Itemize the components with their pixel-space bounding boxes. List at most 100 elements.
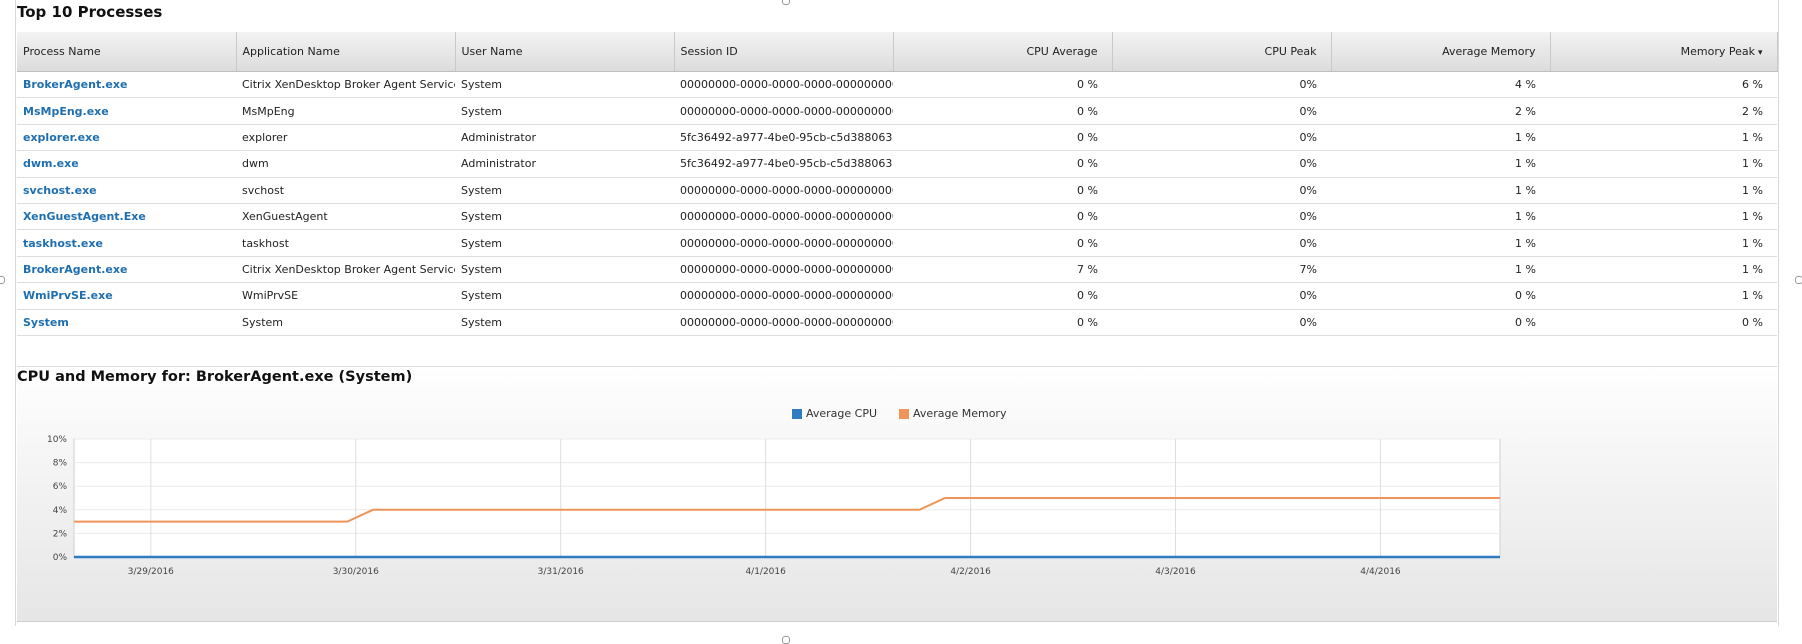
table-row[interactable]: BrokerAgent.exe Citrix XenDesktop Broker … [17,71,1777,99]
cell-session-id: 00000000-0000-0000-0000-000000000000 [674,97,893,125]
cell-application-name: System [236,309,455,336]
sort-descending-icon: ▾ [1757,48,1763,58]
table-row[interactable]: explorer.exe explorer Administrator 5fc3649… [17,124,1777,152]
cell-process-name[interactable]: svchost.exe [17,177,236,204]
column-header-application-name[interactable]: Application Name [236,32,456,72]
cell-cpu-average: 0 % [893,124,1112,152]
cell-application-name: MsMpEng [236,97,455,125]
cell-process-name[interactable]: dwm.exe [17,150,236,178]
cell-cpu-peak: 0% [1112,71,1331,99]
legend-label: Average Memory [913,407,1007,420]
cell-user-name: System [455,282,674,310]
cell-memory-peak: 1 % [1550,177,1777,204]
cell-memory-peak: 1 % [1550,256,1777,284]
x-tick-label: 4/1/2016 [745,567,786,577]
table-row[interactable]: XenGuestAgent.Exe XenGuestAgent System 0000… [17,203,1777,231]
y-tick-label: 6% [53,482,68,492]
y-tick-label: 2% [53,529,68,539]
cell-cpu-peak: 0% [1112,282,1331,310]
cell-memory-peak: 1 % [1550,282,1777,310]
resize-handle-bottom[interactable] [782,636,790,644]
chart-title: CPU and Memory for: BrokerAgent.exe (Sys… [17,369,413,385]
cell-memory-peak: 1 % [1550,124,1777,152]
cell-cpu-average: 0 % [893,229,1112,257]
cell-session-id: 5fc36492-a977-4be0-95cb-c5d388063b58 [674,124,893,152]
table-row[interactable]: taskhost.exe taskhost System 00000000-0000-… [17,229,1777,257]
x-tick-label: 3/30/2016 [333,567,379,577]
cell-user-name: Administrator [455,124,674,152]
x-tick-label: 3/31/2016 [538,567,584,577]
cell-process-name[interactable]: XenGuestAgent.Exe [17,203,236,231]
cell-average-memory: 2 % [1331,97,1550,125]
resize-handle-top[interactable] [782,0,790,5]
cell-cpu-average: 0 % [893,309,1112,336]
legend-item-average-memory[interactable]: Average Memory [899,407,1006,420]
cell-application-name: Citrix XenDesktop Broker Agent Service [236,71,455,99]
column-header-session-id[interactable]: Session ID [674,32,894,72]
cell-average-memory: 4 % [1331,71,1550,99]
x-tick-label: 3/29/2016 [128,567,174,577]
cell-memory-peak: 1 % [1550,229,1777,257]
column-header-process-name[interactable]: Process Name [17,32,237,72]
table-row[interactable]: System System System 00000000-0000-0000-000… [17,309,1777,336]
cell-memory-peak: 1 % [1550,203,1777,231]
cell-cpu-peak: 0% [1112,203,1331,231]
column-header-cpu-peak[interactable]: CPU Peak [1112,32,1332,72]
cell-cpu-average: 0 % [893,71,1112,99]
cell-session-id: 00000000-0000-0000-0000-000000000000 [674,309,893,336]
cell-process-name[interactable]: MsMpEng.exe [17,97,236,125]
table-row[interactable]: dwm.exe dwm Administrator 5fc36492-a977-4be… [17,150,1777,178]
cell-cpu-peak: 0% [1112,97,1331,125]
cell-user-name: System [455,229,674,257]
cell-application-name: dwm [236,150,455,178]
table-row[interactable]: MsMpEng.exe MsMpEng System 00000000-0000-00… [17,97,1777,125]
cell-cpu-average: 0 % [893,282,1112,310]
table-header-row: Process Name Application Name User Name … [17,32,1778,72]
legend-label: Average CPU [806,407,878,420]
cell-process-name[interactable]: WmiPrvSE.exe [17,282,236,310]
cell-user-name: Administrator [455,150,674,178]
cell-average-memory: 1 % [1331,203,1550,231]
column-header-memory-peak[interactable]: Memory Peak ▾ [1550,32,1778,72]
cell-average-memory: 1 % [1331,177,1550,204]
cell-process-name[interactable]: BrokerAgent.exe [17,256,236,284]
y-tick-label: 8% [53,459,68,469]
cell-user-name: System [455,256,674,284]
legend-item-average-cpu[interactable]: Average CPU [792,407,877,420]
cell-cpu-average: 0 % [893,150,1112,178]
column-header-cpu-average[interactable]: CPU Average [893,32,1113,72]
legend-swatch [792,408,802,419]
column-header-average-memory[interactable]: Average Memory [1331,32,1551,72]
cell-process-name[interactable]: System [17,309,236,336]
x-tick-label: 4/2/2016 [950,567,991,577]
resize-handle-left[interactable] [0,276,5,284]
processes-table: Process Name Application Name User Name … [17,32,1778,336]
cell-average-memory: 1 % [1331,150,1550,178]
table-row[interactable]: WmiPrvSE.exe WmiPrvSE System 00000000-0000-… [17,282,1777,310]
cell-memory-peak: 2 % [1550,97,1777,125]
cell-application-name: svchost [236,177,455,204]
resize-handle-right[interactable] [1795,276,1802,284]
cell-cpu-average: 7 % [893,256,1112,284]
cell-cpu-peak: 0% [1112,177,1331,204]
table-row[interactable]: BrokerAgent.exe Citrix XenDesktop Broker … [17,256,1777,284]
cpu-memory-line-chart: 0% 2% 4% 6% 8% 10% 3/29/2016 3/30/2016 3/31/2016… [47,435,1501,577]
y-tick-label: 4% [53,506,68,516]
column-header-memory-peak-label: Memory Peak [1680,45,1755,58]
cell-average-memory: 0 % [1331,309,1550,336]
cell-cpu-peak: 0% [1112,124,1331,152]
column-header-user-name[interactable]: User Name [455,32,675,72]
cell-user-name: System [455,71,674,99]
cell-average-memory: 0 % [1331,282,1550,310]
cell-application-name: XenGuestAgent [236,203,455,231]
cell-average-memory: 1 % [1331,256,1550,284]
cell-process-name[interactable]: explorer.exe [17,124,236,152]
series-line-average-memory [74,497,1500,523]
report-frame [15,0,1779,626]
cell-process-name[interactable]: taskhost.exe [17,229,236,257]
cell-application-name: WmiPrvSE [236,282,455,310]
table-row[interactable]: svchost.exe svchost System 00000000-0000-00… [17,177,1777,204]
cell-session-id: 5fc36492-a977-4be0-95cb-c5d388063b58 [674,150,893,178]
cell-process-name[interactable]: BrokerAgent.exe [17,71,236,99]
cell-memory-peak: 1 % [1550,150,1777,178]
